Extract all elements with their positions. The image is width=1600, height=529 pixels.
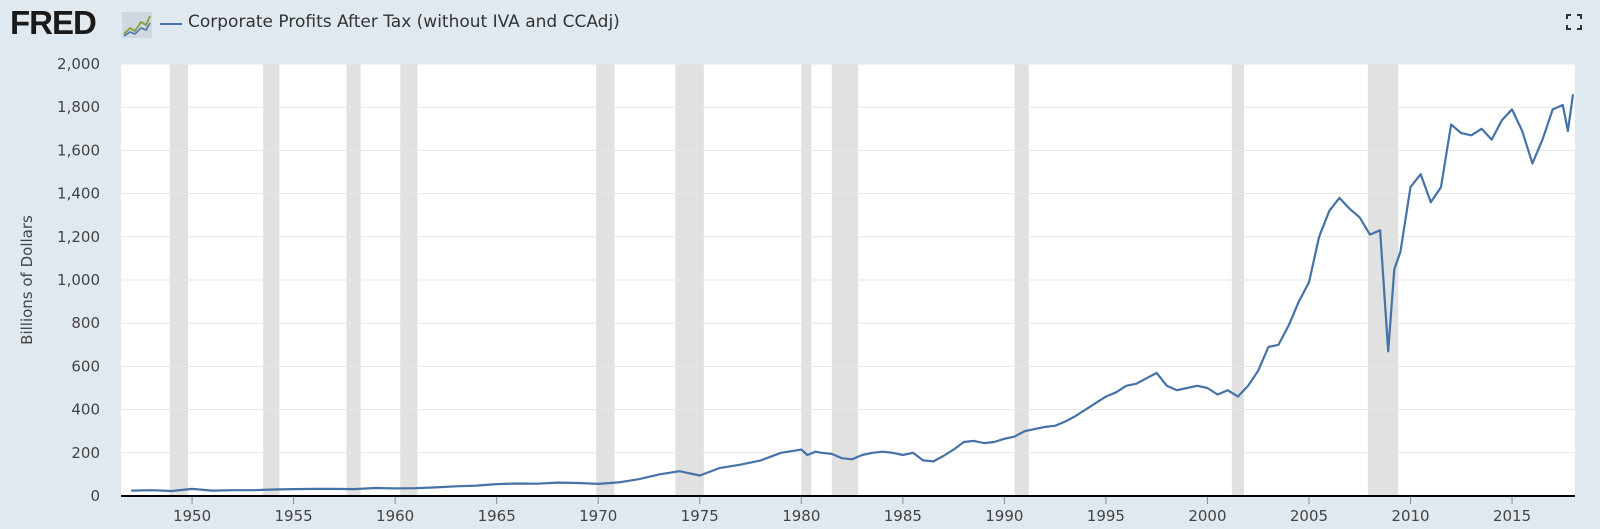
x-tick-label: 1950 (173, 507, 211, 525)
x-tick-label: 1955 (275, 507, 313, 525)
x-tick-label: 2005 (1290, 507, 1328, 525)
x-tick-label: 1970 (579, 507, 617, 525)
x-tick-label: 1975 (681, 507, 719, 525)
y-tick-label: 600 (71, 357, 100, 375)
y-axis-ticks: 0 200 400 600 800 1,000 1,200 1,400 1,600 1,800 2,… (57, 55, 100, 505)
x-tick-label: 1985 (884, 507, 922, 525)
y-tick-label: 200 (71, 444, 100, 462)
series-group (131, 94, 1575, 493)
x-axis-ticks: 1950 1955 1960 1965 1970 1975 1980 1985 1990 1995… (173, 496, 1531, 525)
y-tick-label: 0 (90, 487, 100, 505)
x-tick-label: 1965 (478, 507, 516, 525)
y-tick-label: 2,000 (57, 55, 100, 73)
series-line[interactable] (131, 94, 1575, 493)
x-tick-label: 1960 (376, 507, 414, 525)
fullscreen-icon[interactable] (1566, 14, 1582, 30)
y-tick-label: 1,600 (57, 141, 100, 159)
mini-line-chart-icon (122, 12, 152, 38)
x-tick-label: 2015 (1493, 507, 1531, 525)
legend-line-swatch (160, 23, 182, 25)
y-tick-label: 400 (71, 401, 100, 419)
x-tick-label: 2000 (1188, 507, 1226, 525)
chart-header: FRED Corporate Profits After Tax (withou… (0, 0, 1600, 50)
x-tick-label: 1990 (985, 507, 1023, 525)
fred-logo[interactable]: FRED (10, 4, 97, 41)
x-tick-label: 1980 (782, 507, 820, 525)
y-tick-label: 1,400 (57, 185, 100, 203)
grid-lines (121, 63, 1575, 454)
y-tick-label: 1,000 (57, 271, 100, 289)
y-tick-label: 1,200 (57, 228, 100, 246)
y-tick-label: 800 (71, 314, 100, 332)
y-tick-label: 1,800 (57, 98, 100, 116)
recession-bands (169, 64, 1399, 496)
y-axis-label: Billions of Dollars (18, 215, 36, 345)
legend-label: Corporate Profits After Tax (without IVA… (188, 12, 620, 32)
x-tick-label: 1995 (1087, 507, 1125, 525)
x-tick-label: 2010 (1391, 507, 1429, 525)
